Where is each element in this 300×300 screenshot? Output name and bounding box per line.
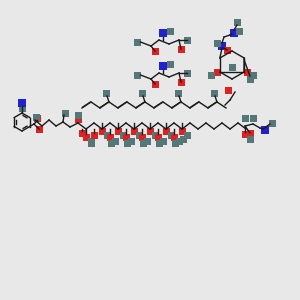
Bar (211, 89, 218, 97)
Bar (214, 68, 220, 76)
Bar (143, 137, 151, 145)
Bar (139, 89, 145, 97)
Bar (178, 46, 184, 52)
Bar (160, 137, 167, 145)
Bar (179, 136, 187, 142)
Bar (35, 125, 43, 133)
Bar (244, 68, 250, 76)
Bar (229, 64, 236, 70)
Bar (88, 140, 94, 146)
Bar (98, 128, 106, 134)
Bar (119, 131, 127, 139)
Bar (242, 115, 248, 122)
Bar (178, 128, 185, 134)
Bar (32, 113, 40, 121)
Bar (152, 131, 158, 139)
Bar (178, 79, 184, 86)
Bar (184, 70, 190, 76)
Bar (167, 28, 173, 34)
Bar (74, 112, 82, 118)
Bar (208, 71, 214, 79)
Bar (115, 128, 122, 134)
Bar (167, 131, 175, 139)
Bar (74, 116, 82, 122)
Bar (176, 137, 182, 145)
Bar (139, 134, 145, 140)
Bar (242, 130, 248, 137)
Bar (106, 134, 113, 140)
Bar (236, 28, 242, 34)
Bar (88, 137, 94, 145)
Bar (146, 128, 154, 134)
Bar (136, 131, 142, 139)
Bar (124, 140, 130, 146)
Bar (79, 130, 86, 136)
Bar (154, 134, 161, 140)
Bar (172, 140, 178, 146)
Bar (224, 86, 232, 94)
Bar (230, 29, 238, 37)
Bar (61, 110, 68, 116)
Bar (218, 42, 226, 50)
Bar (268, 119, 275, 127)
Bar (175, 89, 182, 97)
Bar (184, 37, 190, 44)
Bar (159, 62, 167, 70)
Bar (130, 128, 137, 134)
Bar (155, 140, 163, 146)
Bar (247, 130, 254, 136)
Bar (91, 131, 98, 139)
Bar (184, 131, 190, 139)
Bar (18, 99, 26, 107)
Bar (152, 80, 158, 88)
Bar (134, 38, 140, 46)
Bar (261, 126, 269, 134)
Bar (163, 128, 170, 134)
Bar (122, 134, 130, 140)
Bar (128, 137, 134, 145)
Bar (34, 115, 40, 122)
Bar (152, 47, 158, 55)
Bar (159, 29, 167, 37)
Bar (140, 140, 146, 146)
Bar (19, 104, 26, 112)
Bar (250, 115, 256, 122)
Bar (107, 140, 115, 146)
Bar (112, 137, 118, 145)
Bar (233, 19, 241, 26)
Bar (214, 40, 220, 46)
Bar (247, 76, 254, 82)
Bar (224, 46, 230, 53)
Bar (134, 71, 140, 79)
Bar (167, 61, 173, 68)
Bar (103, 89, 110, 97)
Bar (103, 131, 110, 139)
Bar (82, 134, 89, 140)
Bar (170, 134, 178, 140)
Bar (247, 136, 254, 142)
Bar (250, 71, 256, 79)
